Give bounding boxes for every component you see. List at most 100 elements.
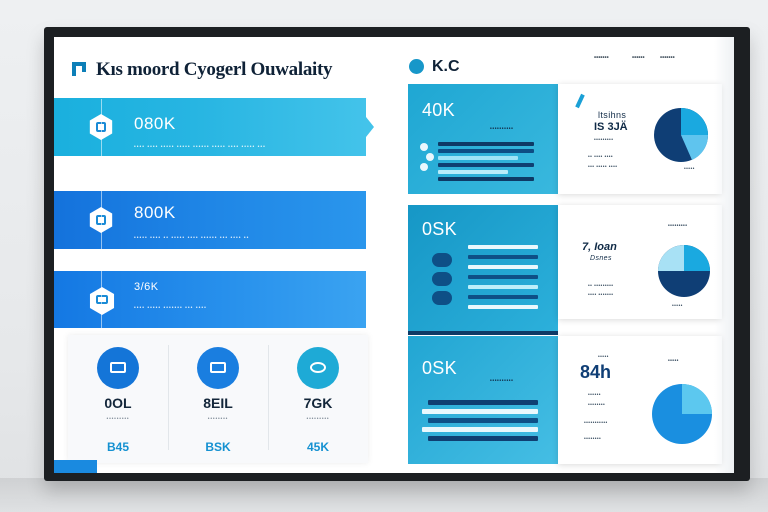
pie-chart-2 (658, 245, 710, 297)
stat-card-3[interactable]: 7GK ••••••••• 45K (268, 335, 368, 463)
panel-caption: •••• ••••• ••••••• ••• •••• (134, 305, 207, 311)
widget-foot: ••••• (668, 358, 679, 364)
bar-2 (422, 409, 538, 414)
stat-accent: B45 (106, 440, 129, 454)
bar-5 (468, 285, 538, 289)
panel-caption: ••••• •••• •• ••••• •••• •••••• ••• ••••… (134, 235, 250, 241)
stat-card-1[interactable]: 0OL ••••••••• B45 (68, 335, 168, 463)
header-link-3[interactable]: ••••••• (660, 55, 675, 61)
bar-3 (468, 265, 538, 269)
panel-value: 080K (134, 114, 176, 133)
bar-4 (468, 275, 538, 279)
panel-hex-icon (89, 287, 115, 315)
widget-label: Dsnes (590, 255, 612, 262)
toggle-icon[interactable] (432, 272, 452, 286)
toggle-icon[interactable] (432, 253, 452, 267)
brand-logo-icon (72, 62, 88, 76)
panel-caption: •••• •••• ••••• ••••• •••••• ••••• •••• … (134, 144, 266, 150)
widget-caption: •••• ••••••• (588, 292, 614, 298)
kpi-value: 0SK (422, 219, 457, 239)
timeline-connector (101, 99, 102, 329)
bar-6 (438, 177, 534, 181)
chart-icon (97, 347, 139, 389)
toggle-icon[interactable] (432, 291, 452, 305)
bar-3 (428, 418, 538, 423)
wall-shadow (0, 478, 768, 512)
bar-3 (438, 156, 518, 160)
kpi-card-3[interactable]: 0SK •••••••••• (408, 336, 558, 464)
dashboard-screen: Kıs moord Cyogerl Ouwalaity K.C ••••• •• … (54, 37, 734, 473)
chat-icon (297, 347, 339, 389)
kpi-caption: •••••••••• (490, 378, 514, 384)
bar-4 (438, 163, 534, 167)
widget-value: IS 3JÄ (594, 121, 628, 133)
stat-value: 0OL (104, 395, 132, 411)
metric-panel-3[interactable]: 3/6K •••• ••••• ••••••• ••• •••• (54, 271, 366, 328)
stat-caption: ••••••••• (306, 416, 330, 422)
widget-caption: •••••••• (588, 402, 606, 408)
pen-icon (575, 93, 585, 109)
divider-line (408, 331, 558, 335)
kpi-card-2[interactable]: 0SK (408, 205, 558, 331)
widget-card-2[interactable]: ••••••••• 7‚ Ioan Dsnes •• ••••••••• •••… (558, 205, 722, 319)
bullet-icon (420, 143, 428, 151)
metric-panel-2[interactable]: 800K ••••• •••• •• ••••• •••• •••••• •••… (54, 191, 366, 249)
widget-foot: ••••• (672, 303, 683, 309)
bar-5 (428, 436, 538, 441)
widget-caption: •• ••••••••• (588, 283, 614, 289)
widget-label: ltsihns (598, 110, 627, 120)
bar-1 (468, 245, 538, 249)
stat-card-2[interactable]: 8EIL •••••••• BSK (168, 335, 268, 463)
bar-6 (468, 295, 538, 299)
bar-1 (428, 400, 538, 405)
widget-label: ••••• (598, 354, 609, 360)
panel-value: 3/6K (134, 281, 159, 293)
panel-pointer (366, 117, 374, 137)
widget-caption: ••• ••••• •••• (588, 164, 618, 170)
kpi-value: 0SK (422, 358, 457, 378)
stat-value: 8EIL (203, 395, 233, 411)
bar-2 (438, 149, 534, 153)
divider (268, 345, 269, 450)
stat-caption: ••••••••• (106, 416, 130, 422)
widget-foot: ••••• (684, 166, 695, 172)
bar-5 (438, 170, 508, 174)
bullet-icon (420, 163, 428, 171)
widget-caption: ••••••••• (594, 137, 614, 143)
bar-1 (438, 142, 534, 146)
kpi-caption: •••••••••• (490, 126, 514, 132)
stat-accent: 45K (306, 440, 329, 454)
kpi-value: 40K (422, 100, 455, 120)
bullet-icon (426, 153, 434, 161)
bar-2 (468, 255, 538, 259)
widget-value: 84h (580, 362, 612, 382)
widget-card-3[interactable]: ••••• 84h •••••• •••••••• ••••••••••• ••… (558, 336, 722, 464)
pie-chart-3 (652, 384, 712, 444)
header-link-1[interactable]: ••••••• (594, 55, 609, 61)
widget-value: 7‚ Ioan (582, 241, 617, 253)
kpi-card-1[interactable]: 40K •••••••••• (408, 84, 558, 194)
widget-label: ••••••••• (668, 223, 688, 229)
widget-card-1[interactable]: ltsihns IS 3JÄ ••••••••• •• •••• •••• ••… (558, 84, 722, 194)
panel-value: 800K (134, 203, 176, 222)
widget-caption: •••••••• (584, 436, 602, 442)
stat-caption: •••••••• (207, 416, 229, 422)
chart-icon (197, 347, 239, 389)
accent-bar (54, 460, 97, 473)
bar-4 (422, 427, 538, 432)
metric-panel-1[interactable]: 080K •••• •••• ••••• ••••• •••••• ••••• … (54, 98, 366, 156)
stat-value: 7GK (303, 395, 333, 411)
pie-chart-1 (654, 108, 709, 162)
widget-caption: •••••• (588, 392, 601, 398)
bar-7 (468, 305, 538, 309)
widget-caption: ••••••••••• (584, 420, 608, 426)
kc-logo-text: K.C (432, 58, 460, 75)
stats-row: 0OL ••••••••• B45 8EIL •••••••• BSK 7GK … (68, 335, 368, 463)
screen-glare (714, 37, 734, 473)
widget-caption: •• •••• •••• (588, 154, 614, 160)
page-title: Kıs moord Cyogerl Ouwalaity (96, 59, 333, 80)
divider (168, 345, 169, 450)
stat-accent: BSK (205, 440, 231, 454)
header-link-2[interactable]: •••••• (632, 55, 645, 61)
kc-logo-icon (409, 59, 424, 74)
